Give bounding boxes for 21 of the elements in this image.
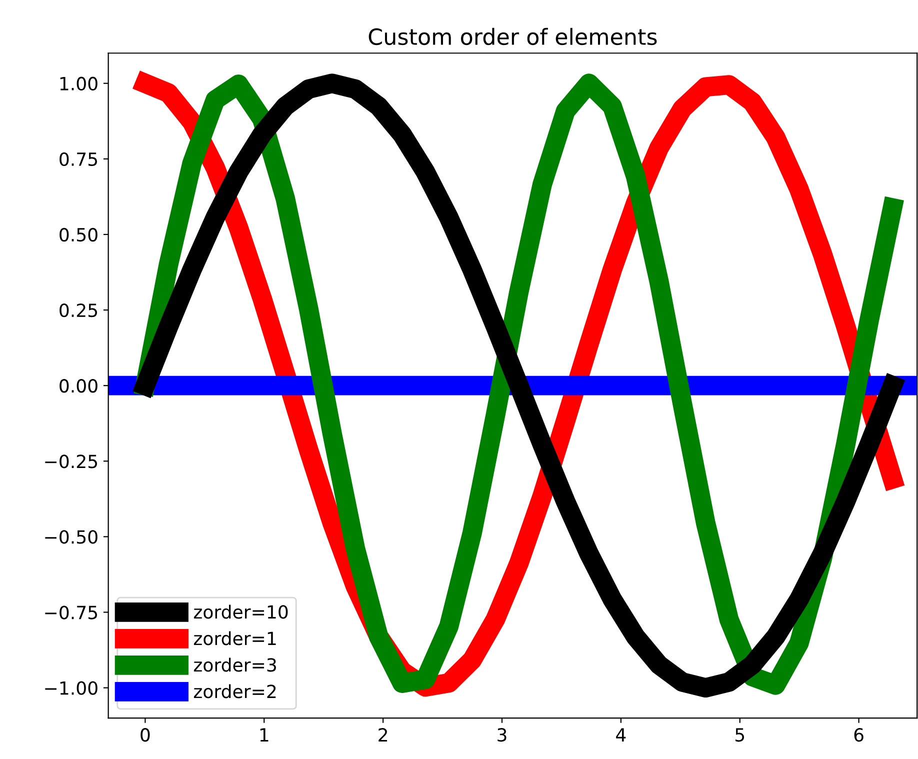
legend-label: zorder=10: [194, 604, 288, 619]
x-tick-label: 6: [854, 728, 864, 742]
x-tick-label: 2: [378, 728, 387, 742]
x-tick-label: 4: [616, 728, 626, 742]
y-tick-label: −0.25: [45, 454, 98, 468]
y-tick-label: 0.25: [60, 303, 98, 318]
y-tick-label: −1.00: [45, 681, 98, 695]
y-tick-label: 0.50: [60, 228, 98, 242]
legend-label: zorder=2: [194, 684, 276, 698]
y-tick-label: 0.00: [60, 379, 98, 393]
chart-title: Custom order of elements: [368, 28, 657, 46]
legend-label: zorder=3: [194, 658, 276, 672]
y-tick-label: −0.75: [45, 606, 98, 620]
y-tick-label: −0.50: [45, 530, 98, 544]
x-tick-label: 3: [498, 728, 506, 742]
x-tick-label: 1: [260, 728, 268, 742]
y-tick-label: 0.75: [60, 152, 98, 166]
x-tick-label: 5: [736, 728, 744, 742]
y-tick-label: 1.00: [60, 76, 98, 90]
legend-label: zorder=1: [194, 631, 276, 646]
x-tick-label: 0: [140, 728, 150, 742]
